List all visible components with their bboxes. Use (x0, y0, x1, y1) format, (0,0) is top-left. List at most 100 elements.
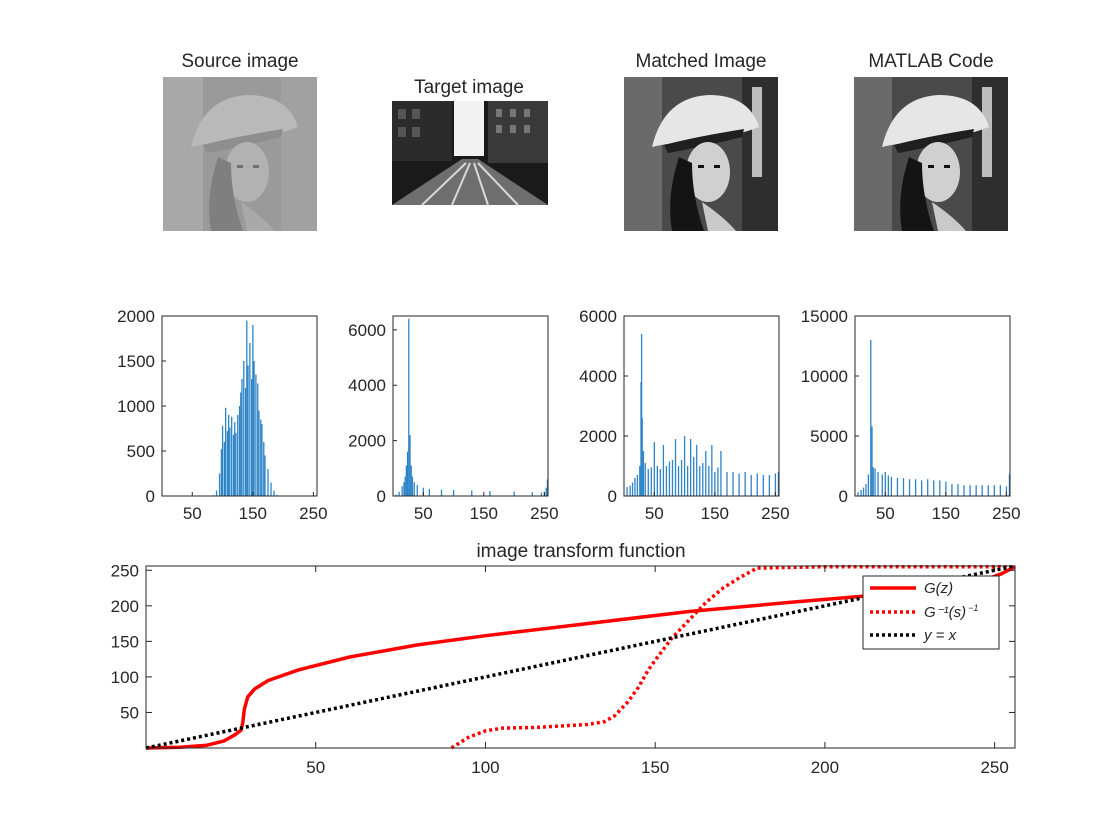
y-tick-label: 4000 (348, 376, 386, 395)
histogram-bar (987, 485, 989, 496)
histogram-bar (693, 457, 695, 496)
histogram-bar (690, 439, 692, 496)
x-tick-label: 50 (306, 758, 325, 777)
histogram-bar (927, 479, 929, 496)
histogram-bar (545, 487, 547, 496)
histogram-bar (933, 480, 935, 496)
histogram-bar (874, 468, 876, 496)
histogram-bar (640, 334, 643, 496)
histogram-bar (631, 482, 634, 496)
histogram-bar (674, 439, 677, 496)
plot-background (393, 316, 548, 496)
histogram-bar (226, 431, 229, 496)
histogram-bar (264, 455, 266, 496)
x-tick-label: 50 (183, 504, 202, 523)
histogram-bar (489, 491, 491, 496)
y-tick-label: 2000 (117, 307, 155, 326)
histogram-bar (634, 478, 636, 496)
y-tick-label: 2000 (579, 427, 617, 446)
histogram-bar (405, 465, 408, 496)
y-tick-label: 0 (839, 487, 848, 506)
histogram-bar (641, 418, 643, 496)
histogram-bar (877, 472, 879, 496)
histogram-bar (717, 467, 719, 496)
histogram-bar (251, 379, 253, 496)
histogram-bar (862, 487, 865, 496)
legend-label-gz: G(z) (924, 580, 953, 597)
histogram-bar (234, 422, 236, 496)
histogram-bar (629, 485, 631, 496)
histogram-bar (224, 407, 227, 496)
y-tick-label: 1500 (117, 352, 155, 371)
histogram-bar (238, 406, 241, 496)
histogram-bar (261, 424, 263, 496)
histogram-bar (1005, 486, 1008, 496)
x-tick-label: 150 (641, 758, 669, 777)
histogram-bar (957, 484, 959, 496)
histogram-bar (650, 467, 652, 496)
histogram-bar (768, 475, 771, 496)
histogram-bar (887, 475, 890, 496)
histogram-bar (406, 451, 409, 496)
x-tick-label: 250 (980, 758, 1008, 777)
image-title-matlab: MATLAB Code (868, 51, 993, 72)
histogram-bar (257, 383, 259, 496)
histogram-bar (253, 361, 255, 496)
histogram-bar (902, 478, 905, 496)
histogram-bar (263, 442, 265, 496)
histogram-bar (708, 466, 710, 496)
axes-box (854, 315, 1011, 497)
histogram-bar (636, 475, 639, 496)
histogram-bar (247, 365, 249, 496)
histogram-bar (659, 469, 662, 496)
histogram-bar (762, 475, 764, 496)
histogram-bar (413, 482, 415, 496)
matlab-image (854, 77, 1008, 231)
y-tick-label: 500 (127, 442, 155, 461)
histogram-bar (644, 463, 646, 496)
histogram-bar (416, 484, 418, 496)
y-tick-label: 2000 (348, 432, 386, 451)
y-tick-label: 10000 (801, 367, 848, 386)
histogram-bar (908, 479, 911, 496)
y-tick-label: 4000 (579, 367, 617, 386)
histogram-bar (981, 485, 983, 496)
histogram-bar (705, 451, 707, 496)
histogram-bar (702, 463, 704, 496)
histogram-matlab: 50 150 250 0 5000 10000 15000 (801, 307, 1021, 523)
histogram-bar (244, 388, 247, 496)
histogram-bar (860, 490, 862, 496)
histogram-bar (639, 466, 641, 496)
histogram-bar (656, 466, 659, 496)
histogram-bar (881, 474, 883, 496)
x-tick-label: 150 (701, 504, 729, 523)
y-tick-label: 0 (377, 487, 386, 506)
histogram-target: 50 150 250 0 2000 4000 6000 (348, 315, 559, 523)
histogram-bar (398, 491, 400, 496)
histogram-bar (671, 460, 674, 496)
histogram-bar (258, 410, 260, 496)
x-tick-label: 150 (470, 504, 498, 523)
plot-background (624, 316, 779, 496)
histogram-bar (229, 427, 231, 496)
legend-label-ginv-sup: −1 (968, 603, 978, 613)
matched-image (624, 77, 778, 231)
histogram-bar (252, 325, 254, 496)
image-title-matched: Matched Image (636, 51, 767, 72)
histogram-bar (872, 467, 874, 496)
histogram-bar (228, 415, 230, 496)
x-tick-label: 150 (239, 504, 267, 523)
x-tick-label: 250 (299, 504, 327, 523)
histogram-bar (750, 475, 752, 496)
legend-label-identity: y = x (923, 627, 957, 644)
histogram-bar (642, 451, 645, 496)
histogram-bar (647, 469, 649, 496)
histogram-bar (422, 487, 424, 496)
histogram-bar (1008, 474, 1011, 496)
histogram-bar (969, 485, 971, 496)
y-tick-label: 250 (111, 561, 139, 580)
histogram-bar (241, 379, 243, 496)
histogram-bar (714, 472, 716, 496)
histogram-bar (235, 433, 237, 496)
